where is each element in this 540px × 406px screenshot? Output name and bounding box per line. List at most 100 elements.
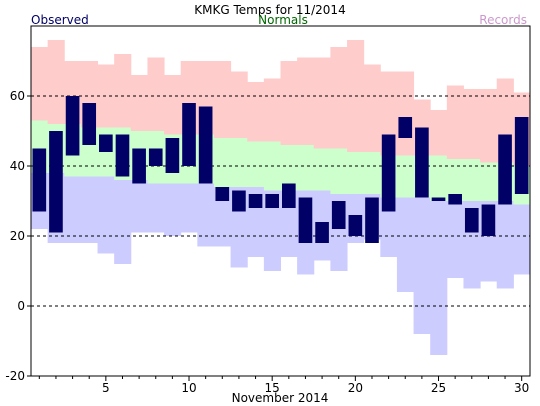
normal-range-bar-day-18 bbox=[313, 148, 331, 191]
record-high-bar-day-16 bbox=[280, 61, 298, 145]
observed-bar-day-19 bbox=[331, 201, 346, 229]
record-low-bar-day-5 bbox=[97, 176, 115, 254]
observed-bar-day-9 bbox=[165, 138, 180, 173]
x-tick-label-30: 30 bbox=[514, 381, 529, 395]
x-tick-label-15: 15 bbox=[265, 381, 280, 395]
record-low-bar-day-9 bbox=[164, 183, 182, 236]
observed-bar-day-29 bbox=[498, 134, 512, 205]
normal-range-bar-day-28 bbox=[480, 162, 498, 201]
x-tick-label-20: 20 bbox=[348, 381, 363, 395]
plot-frame bbox=[30, 25, 531, 377]
normal-range-bar-day-27 bbox=[463, 159, 481, 201]
observed-bar-day-28 bbox=[481, 204, 496, 236]
record-high-bar-day-5 bbox=[97, 64, 115, 128]
record-high-bar-day-6 bbox=[114, 54, 132, 128]
observed-bar-day-17 bbox=[298, 197, 313, 243]
x-tick-label-25: 25 bbox=[431, 381, 446, 395]
y-tick-label--20: -20 bbox=[5, 369, 25, 383]
observed-bar-day-12 bbox=[215, 187, 230, 201]
observed-bar-day-4 bbox=[82, 103, 97, 145]
observed-bar-day-14 bbox=[248, 194, 263, 208]
observed-bar-day-7 bbox=[132, 148, 146, 184]
observed-bar-day-15 bbox=[265, 194, 280, 208]
record-high-bar-day-9 bbox=[164, 75, 182, 135]
observed-bar-day-8 bbox=[148, 148, 163, 166]
observed-bar-day-1 bbox=[32, 148, 47, 212]
observed-bar-day-24 bbox=[415, 127, 429, 198]
normal-range-bar-day-25 bbox=[430, 155, 448, 201]
record-high-bar-day-27 bbox=[463, 89, 481, 159]
x-tick-label-5: 5 bbox=[102, 381, 110, 395]
normal-range-bar-day-26 bbox=[446, 159, 464, 201]
observed-bar-day-20 bbox=[348, 215, 363, 236]
record-high-bar-day-26 bbox=[446, 85, 464, 159]
record-low-bar-day-12 bbox=[213, 187, 232, 247]
normal-range-bar-day-19 bbox=[330, 148, 348, 194]
normal-range-bar-day-17 bbox=[297, 145, 315, 191]
y-tick-label-60: 60 bbox=[10, 89, 25, 103]
record-low-bar-day-30 bbox=[513, 204, 531, 275]
observed-bar-day-27 bbox=[464, 208, 479, 233]
record-high-bar-day-21 bbox=[363, 64, 381, 152]
observed-bars bbox=[32, 96, 529, 243]
observed-bar-day-22 bbox=[381, 134, 396, 212]
observed-bar-day-3 bbox=[65, 96, 80, 156]
record-high-bar-day-12 bbox=[213, 61, 232, 138]
observed-bar-day-2 bbox=[49, 131, 63, 233]
y-tick-label-20: 20 bbox=[10, 229, 25, 243]
observed-bar-day-5 bbox=[99, 134, 113, 152]
record-low-bar-day-26 bbox=[446, 201, 464, 278]
record-low-bar-day-25 bbox=[430, 201, 448, 355]
record-low-bar-day-24 bbox=[413, 197, 431, 334]
record-high-bar-day-17 bbox=[297, 57, 315, 145]
observed-bar-day-16 bbox=[281, 183, 296, 208]
observed-bar-day-10 bbox=[182, 103, 196, 166]
legend-normals: Normals bbox=[258, 13, 308, 27]
record-low-bar-day-10 bbox=[180, 183, 198, 233]
record-low-bar-day-7 bbox=[130, 180, 148, 233]
legend-observed: Observed bbox=[31, 13, 89, 27]
record-high-bar-day-19 bbox=[330, 47, 348, 149]
legend-records: Records bbox=[479, 13, 527, 27]
record-high-bar-day-25 bbox=[430, 110, 448, 156]
record-high-bar-day-18 bbox=[313, 57, 331, 149]
x-axis-label: November 2014 bbox=[232, 391, 329, 405]
normal-range-bar-day-14 bbox=[247, 141, 265, 187]
observed-bar-day-13 bbox=[232, 190, 246, 212]
record-high-bar-day-8 bbox=[147, 57, 165, 131]
record-low-bar-day-8 bbox=[147, 183, 165, 233]
record-high-bar-day-1 bbox=[31, 47, 49, 121]
observed-bar-day-25 bbox=[431, 197, 446, 201]
normal-range-bar-day-20 bbox=[347, 152, 365, 194]
observed-bar-day-23 bbox=[398, 117, 413, 138]
normal-range-bar-day-21 bbox=[363, 152, 381, 194]
record-high-bar-day-28 bbox=[480, 89, 498, 163]
normal-range-bar-day-12 bbox=[213, 138, 232, 187]
record-high-bar-day-7 bbox=[130, 75, 148, 131]
x-tick-label-10: 10 bbox=[181, 381, 196, 395]
record-low-bar-day-6 bbox=[114, 180, 132, 264]
y-tick-label-40: 40 bbox=[10, 159, 25, 173]
record-high-bar-day-14 bbox=[247, 82, 265, 142]
axes: -20 0 20 40 60 5 10 15 20 25 30 bbox=[5, 89, 529, 395]
normal-range-bar-day-23 bbox=[396, 155, 415, 198]
observed-bar-day-30 bbox=[514, 117, 529, 194]
record-high-bar-day-2 bbox=[47, 40, 65, 124]
normal-range-bar-day-13 bbox=[230, 138, 248, 187]
record-low-bar-day-15 bbox=[263, 190, 281, 271]
record-low-bar-day-4 bbox=[80, 176, 99, 243]
record-low-bar-day-22 bbox=[380, 197, 398, 257]
record-high-bar-day-13 bbox=[230, 71, 248, 138]
record-low-bar-day-23 bbox=[396, 197, 415, 292]
chart-title: KMKG Temps for 11/2014 bbox=[194, 3, 345, 17]
observed-bar-day-6 bbox=[115, 134, 130, 177]
record-low-bar-day-11 bbox=[197, 183, 215, 247]
y-tick-label-0: 0 bbox=[17, 299, 25, 313]
observed-bar-day-18 bbox=[315, 222, 329, 243]
grid-lines bbox=[31, 95, 530, 307]
record-low-bar-day-29 bbox=[496, 201, 514, 289]
observed-bar-day-21 bbox=[365, 197, 379, 243]
observed-bar-day-26 bbox=[448, 194, 462, 205]
record-low-bar-day-3 bbox=[64, 176, 82, 243]
normal-range-bar-day-16 bbox=[280, 145, 298, 191]
